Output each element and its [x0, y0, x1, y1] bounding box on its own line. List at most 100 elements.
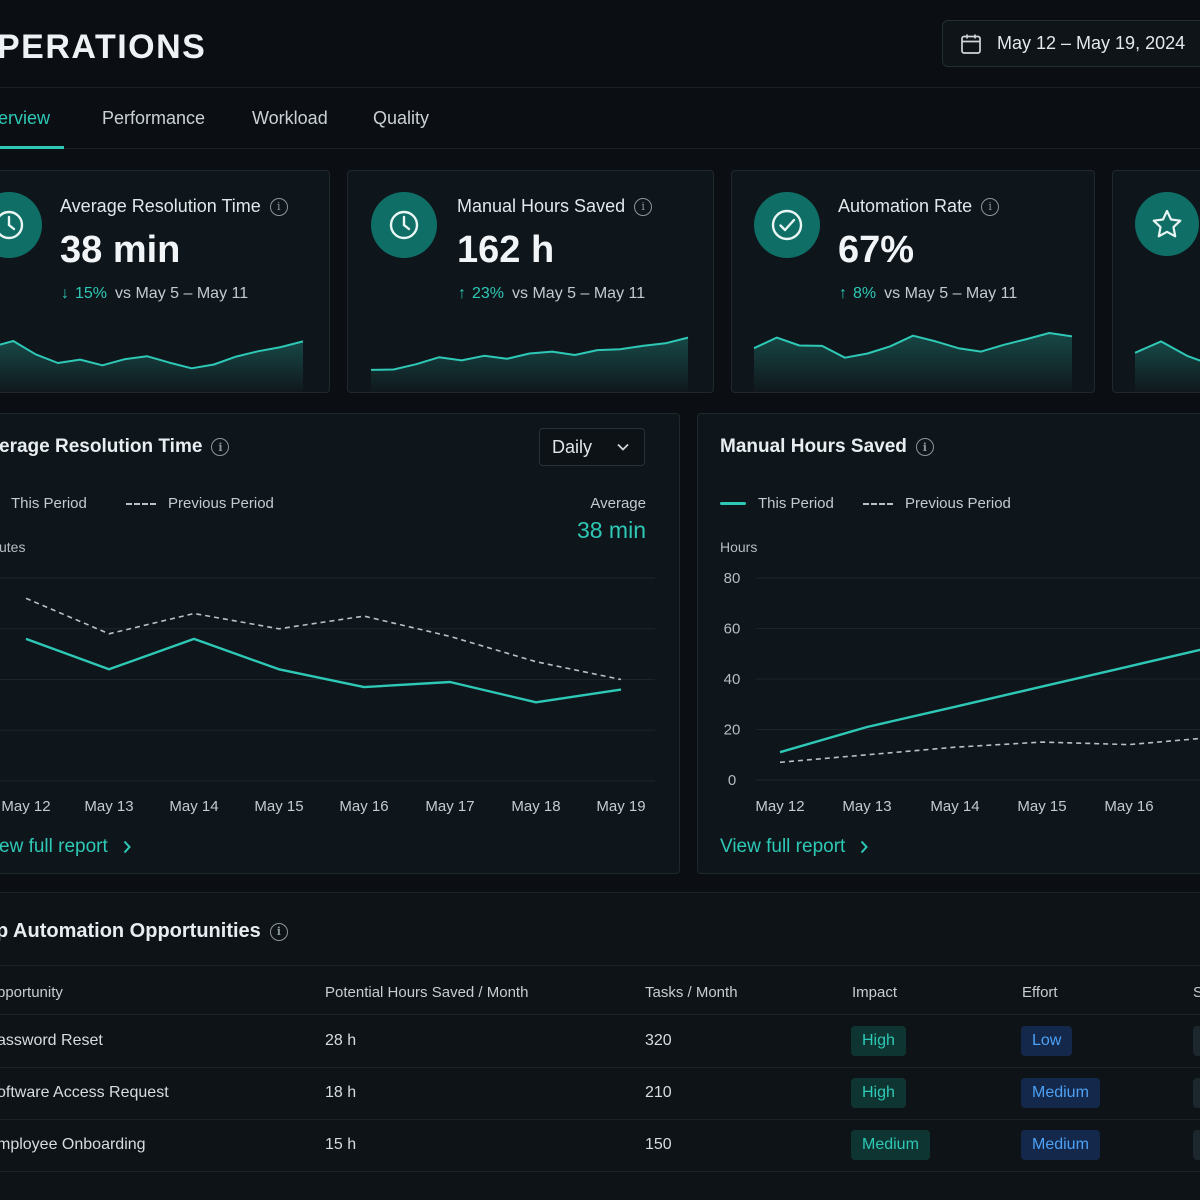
kpi-label: Automation Rate i	[838, 196, 1000, 217]
kpi-label-text: Average Resolution Time	[60, 196, 261, 216]
granularity-select[interactable]: Daily	[539, 428, 645, 466]
delta-percent: 23%	[472, 285, 505, 302]
legend-label: Previous Period	[168, 495, 274, 512]
kpi-value: 162 h	[457, 229, 555, 271]
table-title: p Automation Opportunities i	[0, 920, 288, 943]
sparkline-automation	[753, 332, 1073, 392]
x-tick-label: May 14	[930, 798, 979, 815]
tab-performance[interactable]: Performance	[102, 108, 206, 128]
clock-icon	[0, 192, 42, 258]
legend-label: Previous Period	[905, 495, 1011, 512]
kpi-label: Average Resolution Time i	[60, 196, 288, 217]
effort-badge: Medium	[1021, 1078, 1100, 1108]
chart-title: Manual Hours Saved i	[720, 436, 934, 458]
tab-bar: erview Performance Workload Quality	[0, 88, 1200, 149]
info-icon[interactable]: i	[269, 922, 288, 941]
y-tick-label: 60	[724, 621, 741, 638]
legend-dash-swatch	[126, 502, 156, 505]
kpi-card-hours-saved[interactable]: Manual Hours Saved i 162 h ↑ 23% vs May 5…	[347, 170, 714, 393]
tab-overview[interactable]: erview	[0, 108, 51, 128]
table-header-row: pportunity Potential Hours Saved / Month…	[0, 965, 1200, 1015]
tab-workload[interactable]: Workload	[252, 108, 328, 128]
average-label: Average	[590, 495, 646, 512]
x-tick-label: May 17	[425, 798, 474, 815]
x-tick-label: May 15	[254, 798, 303, 815]
chevron-right-icon	[123, 840, 131, 854]
info-icon[interactable]: i	[211, 438, 230, 456]
info-icon[interactable]: i	[269, 197, 288, 216]
column-header-partial[interactable]: S	[1193, 984, 1200, 1001]
chart-card-hours: Manual Hours Saved i This Period Previous…	[697, 413, 1200, 874]
kpi-card-partial[interactable]	[1112, 170, 1200, 393]
impact-badge: High	[851, 1026, 906, 1056]
cell-opportunity: oftware Access Request	[0, 1084, 169, 1101]
kpi-label-text: Manual Hours Saved	[457, 196, 626, 216]
date-range-picker[interactable]: May 12 – May 19, 2024	[942, 20, 1200, 67]
x-tick-label: May 16	[1104, 798, 1153, 815]
status-badge	[1193, 1026, 1200, 1056]
sparkline-line	[0, 340, 304, 370]
status-badge	[1193, 1130, 1200, 1160]
table-row[interactable]: assword Reset 28 h 320 High Low	[0, 1016, 1200, 1068]
delta-comparison: vs May 5 – May 11	[884, 285, 1018, 302]
table-row[interactable]: oftware Access Request 18 h 210 High Med…	[0, 1068, 1200, 1120]
delta-percent: 15%	[75, 285, 108, 302]
delta-comparison: vs May 5 – May 11	[115, 285, 249, 302]
y-axis-unit-label: Hours	[720, 539, 758, 555]
column-header-tasks[interactable]: Tasks / Month	[645, 984, 738, 1001]
view-full-report-link[interactable]: ew full report	[0, 836, 132, 858]
series-line-this	[25, 637, 622, 704]
kpi-card-automation-rate[interactable]: Automation Rate i 67% ↑ 8% vs May 5 – May…	[731, 170, 1095, 393]
column-header-opportunity[interactable]: pportunity	[0, 984, 63, 1001]
chart-title-text: Manual Hours Saved	[720, 436, 907, 457]
chart-title: erage Resolution Time i	[0, 436, 230, 458]
arrow-up-icon: ↑	[839, 285, 847, 302]
granularity-value: Daily	[552, 436, 593, 457]
report-link-text: View full report	[720, 836, 846, 857]
sparkline-line	[370, 336, 689, 371]
kpi-label-text: Automation Rate	[838, 196, 973, 216]
chart-title-text: erage Resolution Time	[0, 436, 203, 457]
x-tick-label: May 12	[755, 798, 804, 815]
legend-this-period: This Period	[0, 495, 87, 512]
cell-tasks: 210	[645, 1084, 672, 1101]
legend-previous-period: Previous Period	[863, 495, 1011, 512]
column-header-effort[interactable]: Effort	[1022, 984, 1058, 1001]
kpi-delta: ↑ 23% vs May 5 – May 11	[458, 285, 645, 303]
tab-quality[interactable]: Quality	[373, 108, 430, 128]
column-header-impact[interactable]: Impact	[852, 984, 898, 1001]
x-tick-label: May 13	[842, 798, 891, 815]
automation-opportunities-section: p Automation Opportunities i pportunity P…	[0, 892, 1200, 1200]
table-title-text: p Automation Opportunities	[0, 920, 261, 942]
kpi-value: 38 min	[60, 229, 181, 271]
sparkline-area	[0, 341, 303, 392]
chevron-right-icon	[861, 840, 869, 854]
delta-comparison: vs May 5 – May 11	[512, 285, 646, 302]
sparkline-partial	[1134, 340, 1200, 392]
legend-previous-period: Previous Period	[126, 495, 274, 512]
legend-solid-swatch	[720, 502, 746, 505]
column-header-hours[interactable]: Potential Hours Saved / Month	[325, 984, 529, 1001]
sparkline-hours	[370, 336, 689, 392]
report-link-text: ew full report	[0, 836, 108, 857]
cell-hours: 28 h	[325, 1032, 357, 1049]
y-tick-label: 20	[724, 722, 741, 739]
view-full-report-link[interactable]: View full report	[720, 836, 869, 858]
info-icon[interactable]: i	[634, 197, 653, 216]
x-tick-label: May 13	[84, 798, 133, 815]
average-value: 38 min	[576, 517, 646, 543]
info-icon[interactable]: i	[915, 438, 934, 456]
cell-opportunity: assword Reset	[0, 1032, 103, 1049]
delta-percent: 8%	[853, 285, 877, 302]
kpi-card-resolution-time[interactable]: Average Resolution Time i 38 min ↓ 15% vs…	[0, 170, 330, 393]
x-tick-label: May 12	[1, 798, 50, 815]
x-tick-label: May 18	[511, 798, 560, 815]
clock-icon	[371, 192, 437, 258]
y-tick-label: 80	[724, 570, 741, 587]
y-tick-label: 0	[728, 772, 736, 789]
legend-dash-swatch	[863, 502, 893, 505]
sparkline-line	[753, 332, 1073, 359]
sparkline-line	[1134, 340, 1200, 362]
info-icon[interactable]: i	[981, 197, 1000, 216]
table-row[interactable]: mployee Onboarding 15 h 150 Medium Mediu…	[0, 1120, 1200, 1172]
